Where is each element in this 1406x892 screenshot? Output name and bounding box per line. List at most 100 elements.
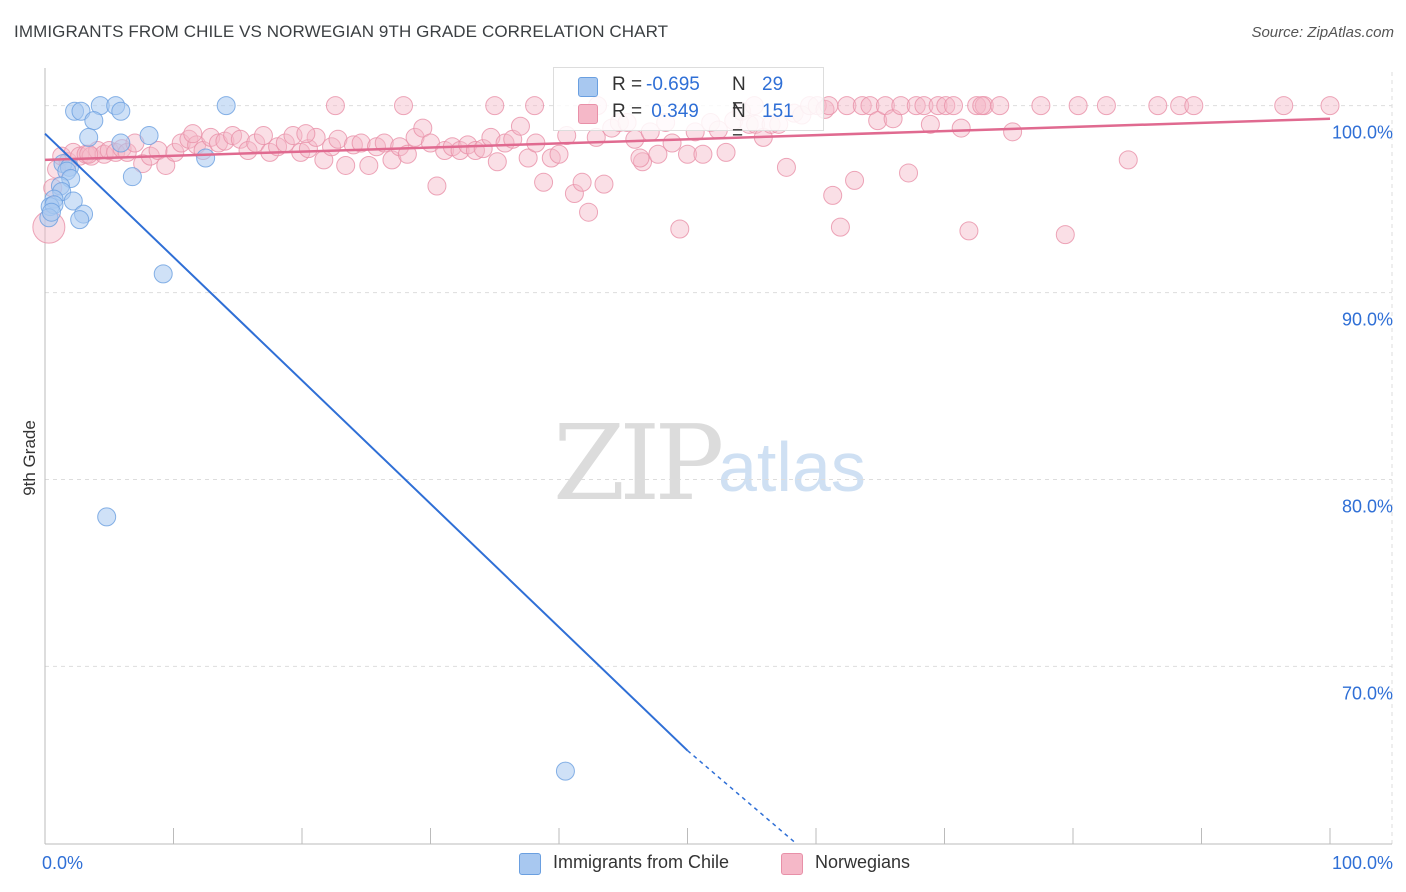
norwegian-point: [572, 172, 592, 192]
chile-trend-line: [44, 132, 689, 752]
legend-n-value: 29: [762, 74, 784, 95]
norwegian-point: [633, 152, 653, 172]
chile-swatch: [519, 853, 541, 875]
norwegian-point: [390, 137, 410, 157]
norwegian-point: [487, 152, 507, 172]
norwegian-point: [630, 148, 650, 168]
norwegian-point: [1148, 96, 1168, 116]
norwegian-point: [776, 157, 796, 177]
norwegian-point: [359, 155, 379, 175]
norwegian-point: [586, 127, 606, 147]
norwegian-point: [413, 118, 433, 138]
legend-n-label: N =: [732, 101, 746, 144]
norwegian-point: [394, 96, 414, 116]
norwegian-point: [485, 96, 505, 116]
legend-n-label: N =: [732, 74, 746, 117]
chile-swatch: [578, 77, 598, 97]
norwegian-point: [891, 96, 911, 116]
norwegian-point: [936, 96, 956, 116]
norwegian-point: [928, 96, 948, 116]
chile-point: [79, 127, 99, 147]
axes: [44, 68, 1392, 845]
norwegian-point: [648, 144, 668, 164]
norwegian-point: [306, 127, 326, 147]
chile-point: [70, 210, 90, 230]
chile-point: [84, 111, 104, 131]
x-tick-label: 0.0%: [42, 853, 83, 873]
norwegian-point: [325, 96, 345, 116]
norwegian-point: [238, 141, 258, 161]
norwegian-point: [823, 185, 843, 205]
chile-point: [139, 126, 159, 146]
norwegians-trend-line: [44, 117, 1331, 162]
chile-point: [71, 101, 91, 121]
norwegian-point: [1170, 96, 1190, 116]
norwegian-point: [133, 154, 153, 174]
axis-labels: 70.0% 80.0% 90.0% 100.0% 0.0% 100.0% 9th Grade: [20, 123, 1393, 873]
norwegian-point: [351, 133, 371, 153]
norwegian-point: [298, 139, 318, 159]
chile-point: [97, 507, 117, 527]
norwegian-point: [336, 155, 356, 175]
watermark-atlas: atlas: [718, 428, 866, 506]
legend-r-label: R =: [612, 101, 643, 122]
legend-n-value: 151: [762, 101, 794, 122]
norwegian-point: [678, 144, 697, 164]
norwegian-point: [1274, 96, 1294, 116]
norwegian-point: [427, 176, 447, 196]
chile-point: [216, 96, 236, 116]
source-label: Source: ZipAtlas.com: [1251, 24, 1394, 41]
norwegian-point: [943, 96, 963, 116]
norwegian-point: [1003, 122, 1023, 142]
y-tick-label: 90.0%: [1342, 310, 1393, 330]
norwegian-point: [215, 131, 235, 151]
norwegian-point: [1320, 96, 1340, 116]
norwegian-point: [967, 96, 987, 116]
norwegian-point: [473, 139, 493, 159]
norwegian-point: [1031, 96, 1051, 116]
y-tick-label: 80.0%: [1342, 496, 1393, 516]
chile-point: [41, 202, 61, 222]
norwegian-point: [868, 111, 888, 131]
norwegian-point: [594, 174, 614, 194]
norwegian-point: [852, 96, 872, 116]
legend-r-value: 0.349: [646, 101, 699, 122]
norwegian-point: [564, 184, 584, 204]
grid-lines: [45, 72, 1393, 844]
norwegian-point: [510, 116, 530, 136]
norwegian-point: [716, 142, 736, 162]
chile-trend-extension: [687, 749, 798, 845]
norwegian-point: [201, 127, 221, 147]
norwegian-point: [1096, 96, 1116, 116]
chile-point: [63, 191, 83, 211]
norwegian-point: [906, 96, 926, 116]
norwegian-point: [1184, 96, 1204, 116]
norwegian-point: [830, 217, 850, 237]
norwegian-point: [374, 133, 394, 153]
norwegian-point: [670, 219, 690, 239]
legend-r-label: R =: [612, 74, 643, 95]
norwegian-point: [397, 144, 417, 164]
norwegian-point: [662, 133, 682, 153]
norwegian-point: [549, 144, 569, 164]
norwegian-point: [230, 129, 250, 149]
norwegian-point: [525, 96, 545, 116]
norwegian-point: [845, 170, 865, 190]
chile-label: Immigrants from Chile: [553, 852, 730, 872]
norwegian-point: [296, 124, 316, 144]
chile-point: [111, 133, 131, 153]
norwegian-point: [1118, 150, 1138, 170]
y-axis-label: 9th Grade: [20, 420, 39, 496]
norwegian-point: [179, 129, 199, 149]
norwegian-point: [1055, 225, 1075, 245]
chart-title: IMMIGRANTS FROM CHILE VS NORWEGIAN 9TH G…: [14, 22, 669, 41]
norwegian-point: [534, 172, 554, 192]
chile-points: [39, 96, 575, 781]
chile-point: [196, 148, 216, 168]
norwegian-point: [990, 96, 1010, 116]
chile-point: [122, 167, 142, 187]
chile-point: [153, 264, 173, 284]
norwegian-point: [579, 202, 599, 222]
chile-point: [555, 761, 575, 781]
